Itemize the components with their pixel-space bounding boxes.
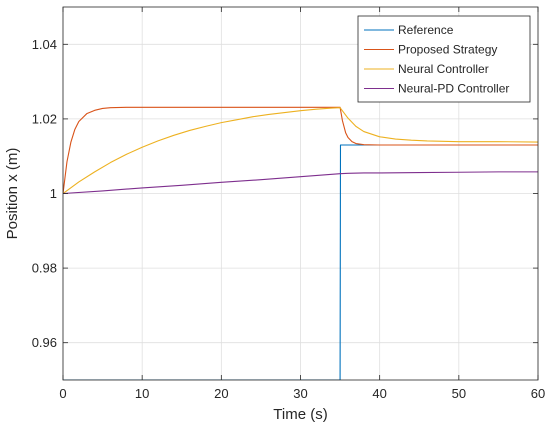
series-layer [63,106,538,380]
grid-layer [62,7,539,380]
x-tick-label: 10 [135,386,149,401]
x-tick-label: 30 [293,386,307,401]
tick-layer: 0 10 20 30 40 50 60 0.96 0.98 1 1.02 1.04 [32,7,545,401]
legend-label: Proposed Strategy [398,43,497,57]
y-tick-label: 0.96 [32,335,57,350]
series-line-neural-controller [63,107,538,194]
series-line-proposed-strategy [63,106,538,194]
y-tick-label: 1 [50,186,57,201]
x-tick-label: 50 [452,386,466,401]
x-tick-label: 20 [214,386,228,401]
x-tick-label: 0 [59,386,66,401]
x-tick-label: 40 [372,386,386,401]
y-tick-label: 1.04 [32,37,57,52]
x-tick-label: 60 [531,386,545,401]
legend-label: Reference [398,23,454,37]
x-axis-label: Time (s) [273,406,327,423]
y-tick-label: 1.02 [32,111,57,126]
legend-label: Neural Controller [398,62,489,76]
legend-label: Neural-PD Controller [398,82,509,96]
legend: Reference Proposed Strategy Neural Control… [357,15,531,103]
y-tick-label: 0.98 [32,261,57,276]
y-axis-label: Position x (m) [4,148,21,240]
series-line-neural-pd-controller [63,171,538,195]
